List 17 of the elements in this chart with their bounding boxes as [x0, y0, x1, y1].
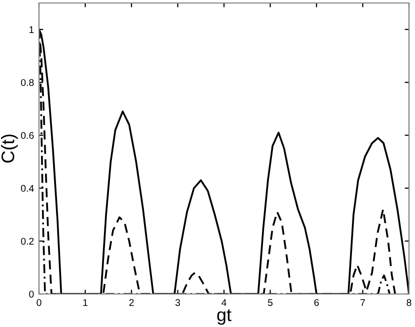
- x-tick-label: 4: [222, 299, 226, 306]
- y-tick-label: 0.8: [21, 79, 34, 86]
- y-tick-label: 0.2: [21, 238, 34, 245]
- x-tick-label: 6: [314, 299, 319, 306]
- y-tick-label: 1: [29, 26, 34, 33]
- x-tick-label: 2: [129, 299, 134, 306]
- x-tick-label: 3: [175, 299, 180, 306]
- x-tick-label: 8: [406, 299, 412, 306]
- x-tick-label: 5: [268, 299, 273, 306]
- y-axis-title: C(t): [1, 134, 18, 163]
- y-tick-label: 0: [29, 290, 34, 298]
- x-tick-label: 7: [360, 299, 365, 306]
- y-tick-label: 0.6: [21, 132, 34, 139]
- y-tick-label: 0.4: [21, 184, 34, 192]
- x-tick-label: 1: [83, 299, 88, 306]
- x-tick-label: 0: [36, 299, 42, 306]
- x-axis-title: gt: [217, 309, 232, 325]
